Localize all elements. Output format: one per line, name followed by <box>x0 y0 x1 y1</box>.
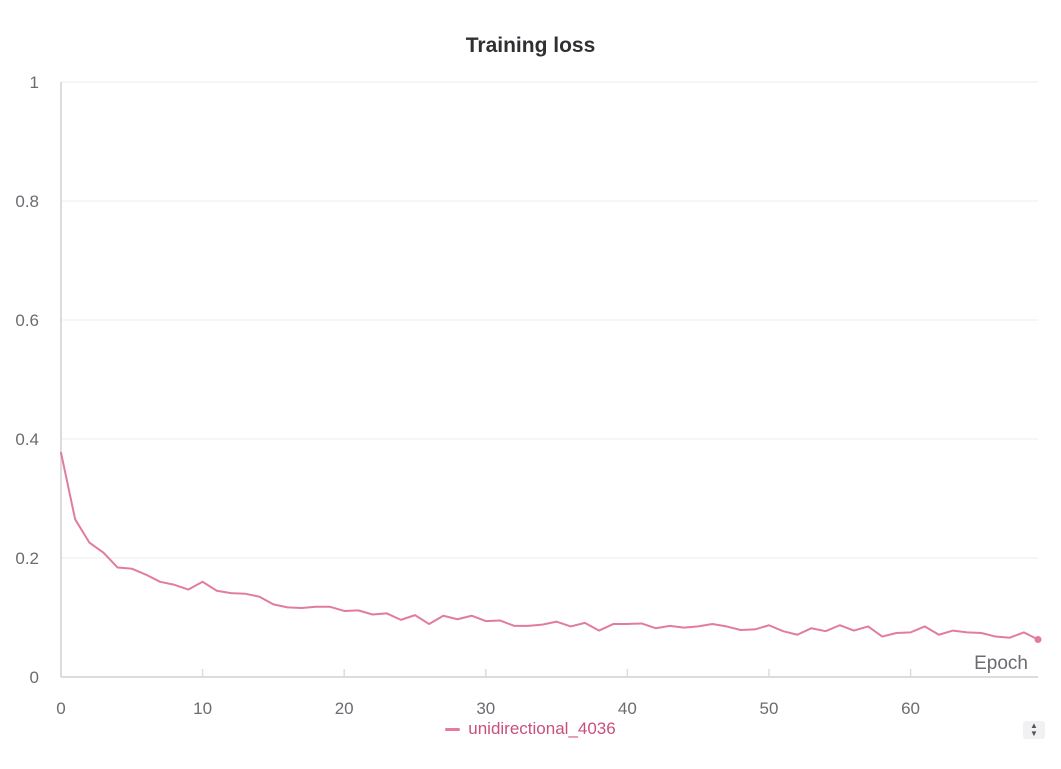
series-end-point <box>1034 636 1042 644</box>
x-tick-label: 30 <box>476 699 495 718</box>
series-line <box>60 451 1039 641</box>
chart-title: Training loss <box>465 34 596 57</box>
x-axis-label: Epoch <box>974 653 1028 674</box>
legend-label: unidirectional_4036 <box>468 719 616 738</box>
x-tick-label: 60 <box>901 699 920 718</box>
series-layer <box>60 451 1042 644</box>
legend[interactable]: unidirectional_4036 <box>0 719 1061 739</box>
x-tick-label: 40 <box>618 699 637 718</box>
y-tick-label: 1 <box>30 73 39 92</box>
y-tick-label: 0.2 <box>15 549 39 568</box>
x-tick-label: 50 <box>760 699 779 718</box>
x-tick-label: 10 <box>193 699 212 718</box>
x-tick-label: 20 <box>335 699 354 718</box>
y-tick-label: 0 <box>30 668 39 687</box>
grid-layer <box>61 81 1038 559</box>
y-tick-label: 0.4 <box>15 430 39 449</box>
legend-swatch <box>445 727 461 731</box>
axis-layer: 00.20.40.60.810 10 20 30 40 50 60 <box>15 73 1038 718</box>
legend-scroll-toggle[interactable]: ▲ ▼ <box>1023 721 1045 739</box>
x-tick-label: 0 <box>56 699 65 718</box>
chevron-up-icon: ▲ <box>1030 721 1038 730</box>
chevron-down-icon: ▼ <box>1030 729 1038 738</box>
y-tick-label: 0.8 <box>15 192 39 211</box>
y-tick-label: 0.6 <box>15 311 39 330</box>
